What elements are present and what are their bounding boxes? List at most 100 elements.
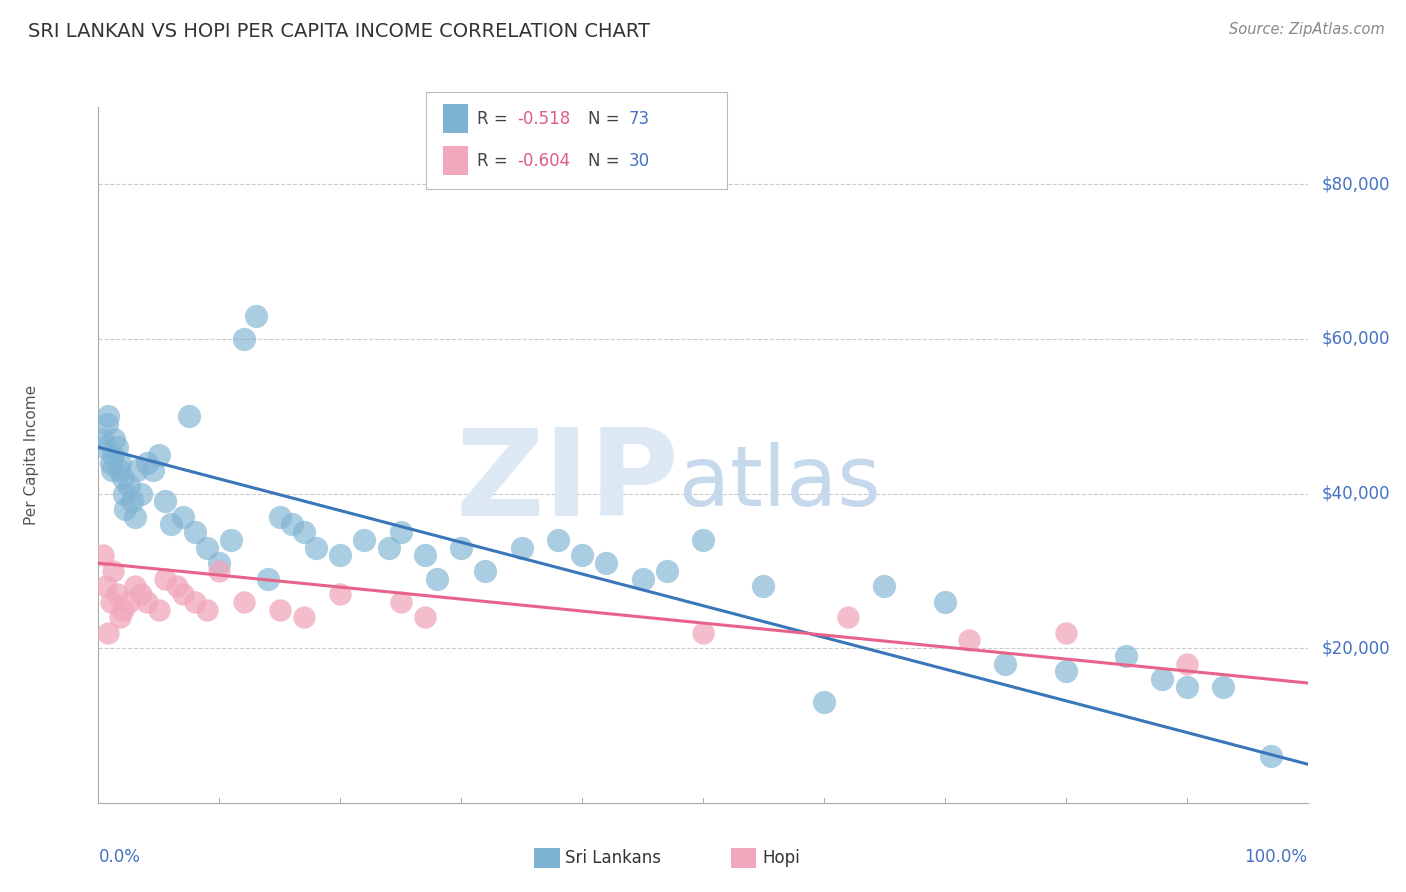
Point <box>292 610 315 624</box>
Point <box>221 533 243 547</box>
Text: $40,000: $40,000 <box>1322 484 1391 502</box>
Point <box>124 579 146 593</box>
Point <box>153 494 176 508</box>
Point <box>232 595 254 609</box>
Point <box>91 433 114 447</box>
Point <box>957 633 980 648</box>
Text: $80,000: $80,000 <box>1322 176 1391 194</box>
Point <box>100 456 122 470</box>
Text: SRI LANKAN VS HOPI PER CAPITA INCOME CORRELATION CHART: SRI LANKAN VS HOPI PER CAPITA INCOME COR… <box>28 22 650 41</box>
Point <box>837 610 859 624</box>
Point <box>692 533 714 547</box>
Point <box>692 625 714 640</box>
Text: R =: R = <box>477 110 513 128</box>
Point <box>281 517 304 532</box>
Point <box>108 456 131 470</box>
Point <box>377 541 399 555</box>
Text: 30: 30 <box>628 152 650 169</box>
Point <box>179 409 201 424</box>
Point <box>329 549 352 563</box>
Point <box>100 463 122 477</box>
Point <box>208 556 231 570</box>
Point <box>934 595 956 609</box>
Point <box>389 525 412 540</box>
Point <box>184 595 207 609</box>
Point <box>142 463 165 477</box>
Text: 0.0%: 0.0% <box>98 848 141 866</box>
Text: $60,000: $60,000 <box>1322 330 1391 348</box>
Point <box>595 556 617 570</box>
Point <box>1115 648 1137 663</box>
Text: 100.0%: 100.0% <box>1244 848 1308 866</box>
Point <box>292 525 315 540</box>
Point <box>124 509 146 524</box>
Text: Hopi: Hopi <box>762 849 800 867</box>
Point <box>873 579 896 593</box>
Point <box>148 602 170 616</box>
Point <box>129 587 152 601</box>
Point <box>1175 680 1198 694</box>
Point <box>118 479 141 493</box>
Point <box>93 440 115 454</box>
Point <box>1175 657 1198 671</box>
Point <box>166 579 188 593</box>
Point <box>108 463 131 477</box>
Point <box>269 509 291 524</box>
Text: N =: N = <box>588 152 624 169</box>
Text: -0.604: -0.604 <box>517 152 571 169</box>
Point <box>1152 672 1174 686</box>
Text: ZIP: ZIP <box>456 425 679 541</box>
Point <box>256 572 278 586</box>
Point <box>269 602 291 616</box>
Point <box>208 564 231 578</box>
Point <box>114 502 136 516</box>
Point <box>172 587 194 601</box>
Point <box>101 564 124 578</box>
Point <box>105 440 128 454</box>
Text: Source: ZipAtlas.com: Source: ZipAtlas.com <box>1229 22 1385 37</box>
Point <box>111 471 134 485</box>
Point <box>413 549 436 563</box>
Text: Sri Lankans: Sri Lankans <box>565 849 661 867</box>
Point <box>353 533 375 547</box>
Point <box>1212 680 1234 694</box>
Text: $20,000: $20,000 <box>1322 640 1391 657</box>
Point <box>184 525 207 540</box>
Point <box>752 579 775 593</box>
Point <box>994 657 1017 671</box>
Point <box>655 564 678 578</box>
Point <box>129 486 152 500</box>
Point <box>813 695 835 709</box>
Point <box>97 409 120 424</box>
Point <box>547 533 569 547</box>
Point <box>91 549 114 563</box>
Point <box>118 595 141 609</box>
Point <box>426 572 449 586</box>
Point <box>112 486 135 500</box>
Point <box>160 517 183 532</box>
Point <box>94 579 117 593</box>
Text: N =: N = <box>588 110 624 128</box>
Point <box>232 332 254 346</box>
Point <box>195 602 218 616</box>
Point <box>1260 749 1282 764</box>
Point <box>96 417 118 431</box>
Point <box>135 456 157 470</box>
Text: atlas: atlas <box>679 442 880 524</box>
Point <box>195 541 218 555</box>
Point <box>631 572 654 586</box>
Point <box>100 595 122 609</box>
Point <box>329 587 352 601</box>
Point <box>111 602 134 616</box>
Point <box>135 595 157 609</box>
Point <box>97 625 120 640</box>
Point <box>245 309 267 323</box>
Text: -0.518: -0.518 <box>517 110 571 128</box>
Point <box>305 541 328 555</box>
Point <box>413 610 436 624</box>
Point <box>103 433 125 447</box>
Point <box>450 541 472 555</box>
Point <box>127 463 149 477</box>
Point <box>510 541 533 555</box>
Point <box>172 509 194 524</box>
